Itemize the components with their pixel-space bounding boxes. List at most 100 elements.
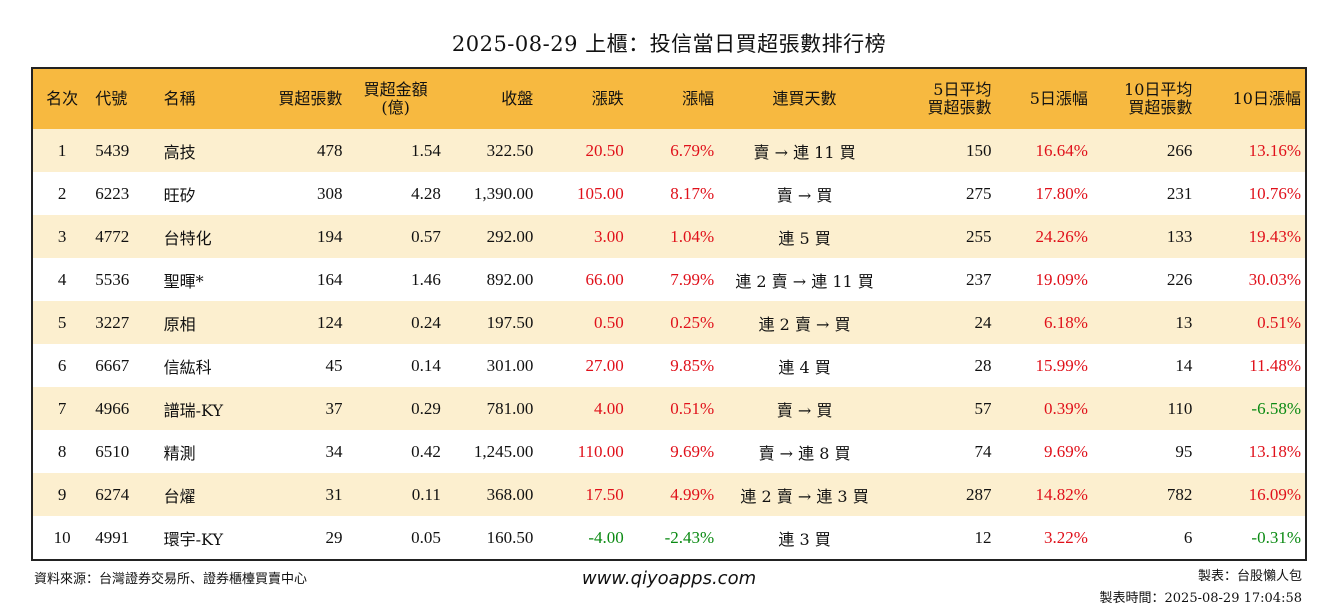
cell-amount: 0.24 — [411, 312, 441, 332]
cell-streak: 連 2 賣 → 連 3 買 — [740, 486, 869, 506]
cell-net-buy: 478 — [316, 140, 343, 160]
cell-streak: 賣 → 買 — [776, 185, 833, 205]
cell-pct5: 14.82% — [1035, 484, 1088, 504]
table-row: 1 5439 高技 478 1.54 322.50 20.50 6.79% 賣 → 連 11 買… — [33, 129, 1305, 172]
cell-pct10: 16.09% — [1248, 484, 1301, 504]
cell-amount: 0.57 — [411, 226, 441, 246]
cell-rank: 3 — [57, 226, 67, 246]
cell-amount: 0.05 — [411, 527, 441, 547]
cell-pct5: 16.64% — [1035, 140, 1088, 160]
cell-streak: 賣 → 連 8 買 — [758, 443, 851, 463]
cell-name: 原相 — [163, 314, 196, 334]
cell-name: 高技 — [163, 142, 196, 162]
cell-pct5: 3.22% — [1043, 527, 1088, 547]
table-row: 4 5536 聖暉* 164 1.46 892.00 66.00 7.99% 連 2 賣 → 連… — [33, 258, 1305, 301]
cell-code: 6510 — [95, 441, 130, 461]
cell-rank: 6 — [57, 355, 67, 375]
cell-avg10: 231 — [1166, 183, 1193, 203]
cell-rank: 7 — [57, 398, 67, 418]
table-header-row: 名次 代號 名稱 買超張數 買超金額 (億) 收盤 漲跌 漲幅 連買天數 5日平均… — [33, 69, 1305, 129]
cell-rank: 8 — [57, 441, 67, 461]
cell-code: 4991 — [95, 527, 130, 547]
cell-pct5: 9.69% — [1043, 441, 1088, 461]
cell-change-pct: 0.51% — [670, 398, 715, 418]
cell-close: 197.50 — [486, 312, 534, 332]
cell-change-pct: 7.99% — [670, 269, 715, 289]
table-row: 7 4966 譜瑞-KY 37 0.29 781.00 4.00 0.51% 賣 → 買 57 0.… — [33, 387, 1305, 430]
cell-close: 892.00 — [486, 269, 534, 289]
footer-meta: 製表：台股懶人包 製表時間：2025-08-29 17:04:58 — [1100, 566, 1302, 610]
cell-close: 1,390.00 — [473, 183, 534, 203]
cell-amount: 4.28 — [411, 183, 441, 203]
cell-pct10: 10.76% — [1248, 183, 1301, 203]
cell-amount: 0.11 — [411, 484, 441, 504]
cell-code: 3227 — [95, 312, 130, 332]
cell-code: 4772 — [95, 226, 130, 246]
cell-change: 105.00 — [576, 183, 624, 203]
table-row: 8 6510 精測 34 0.42 1,245.00 110.00 9.69% 賣 → 連 8 … — [33, 430, 1305, 473]
cell-change-pct: 9.69% — [670, 441, 715, 461]
header-pct10: 10日漲幅 — [1232, 89, 1301, 108]
cell-avg10: 226 — [1166, 269, 1193, 289]
cell-avg10: 13 — [1175, 312, 1193, 332]
cell-code: 6223 — [95, 183, 130, 203]
cell-amount: 0.29 — [411, 398, 441, 418]
cell-pct10: -6.58% — [1251, 398, 1301, 418]
cell-pct10: 30.03% — [1248, 269, 1301, 289]
cell-avg10: 95 — [1175, 441, 1193, 461]
cell-code: 5536 — [95, 269, 130, 289]
cell-avg5: 287 — [965, 484, 992, 504]
cell-net-buy: 124 — [316, 312, 343, 332]
cell-code: 6667 — [95, 355, 130, 375]
table-row: 2 6223 旺矽 308 4.28 1,390.00 105.00 8.17% 賣 → 買 27… — [33, 172, 1305, 215]
header-change-pct: 漲幅 — [682, 89, 715, 108]
cell-pct10: 13.18% — [1248, 441, 1301, 461]
cell-streak: 連 5 買 — [778, 228, 831, 248]
cell-pct5: 17.80% — [1035, 183, 1088, 203]
cell-pct10: 19.43% — [1248, 226, 1301, 246]
cell-change: 0.50 — [593, 312, 624, 332]
cell-change-pct: 9.85% — [670, 355, 715, 375]
cell-avg10: 6 — [1183, 527, 1193, 547]
page-title: 2025-08-29 上櫃：投信當日買超張數排行榜 — [451, 32, 887, 56]
cell-change: 3.00 — [593, 226, 624, 246]
cell-change-pct: 6.79% — [670, 140, 715, 160]
table-row: 5 3227 原相 124 0.24 197.50 0.50 0.25% 連 2 賣 → 買 24… — [33, 301, 1305, 344]
cell-rank: 10 — [53, 527, 71, 547]
cell-close: 368.00 — [486, 484, 534, 504]
cell-rank: 5 — [57, 312, 67, 332]
cell-change: 20.50 — [585, 140, 624, 160]
cell-streak: 連 4 買 — [778, 357, 831, 377]
cell-code: 4966 — [95, 398, 130, 418]
cell-name: 聖暉* — [163, 271, 204, 291]
cell-avg5: 12 — [974, 527, 992, 547]
header-change: 漲跌 — [591, 89, 624, 108]
cell-pct5: 6.18% — [1043, 312, 1088, 332]
website-link[interactable]: www.qiyoapps.com — [581, 568, 757, 589]
cell-pct10: -0.31% — [1251, 527, 1301, 547]
cell-rank: 2 — [57, 183, 67, 203]
cell-code: 6274 — [95, 484, 130, 504]
table-row: 3 4772 台特化 194 0.57 292.00 3.00 1.04% 連 5 買 255 24… — [33, 215, 1305, 258]
cell-change: 27.00 — [585, 355, 624, 375]
cell-close: 1,245.00 — [473, 441, 534, 461]
cell-net-buy: 34 — [325, 441, 343, 461]
cell-name: 環宇-KY — [163, 529, 224, 549]
cell-avg10: 14 — [1175, 355, 1193, 375]
cell-avg5: 237 — [965, 269, 992, 289]
cell-change: 4.00 — [593, 398, 624, 418]
cell-name: 信紘科 — [163, 357, 212, 377]
cell-close: 322.50 — [486, 140, 534, 160]
data-source-note: 資料來源：台灣證券交易所、證券櫃檯買賣中心 — [34, 572, 308, 587]
table-row: 9 6274 台燿 31 0.11 368.00 17.50 4.99% 連 2 賣 → 連 3… — [33, 473, 1305, 516]
cell-net-buy: 29 — [325, 527, 343, 547]
cell-pct5: 15.99% — [1035, 355, 1088, 375]
ranking-table: 名次 代號 名稱 買超張數 買超金額 (億) 收盤 漲跌 漲幅 連買天數 5日平均… — [33, 69, 1305, 559]
cell-net-buy: 308 — [316, 183, 343, 203]
table-body: 1 5439 高技 478 1.54 322.50 20.50 6.79% 賣 → 連 11 買… — [33, 129, 1305, 559]
cell-rank: 1 — [57, 140, 67, 160]
cell-name: 台特化 — [163, 228, 212, 248]
cell-name: 台燿 — [163, 486, 196, 506]
cell-streak: 賣 → 連 11 買 — [753, 142, 856, 162]
cell-avg5: 24 — [974, 312, 992, 332]
